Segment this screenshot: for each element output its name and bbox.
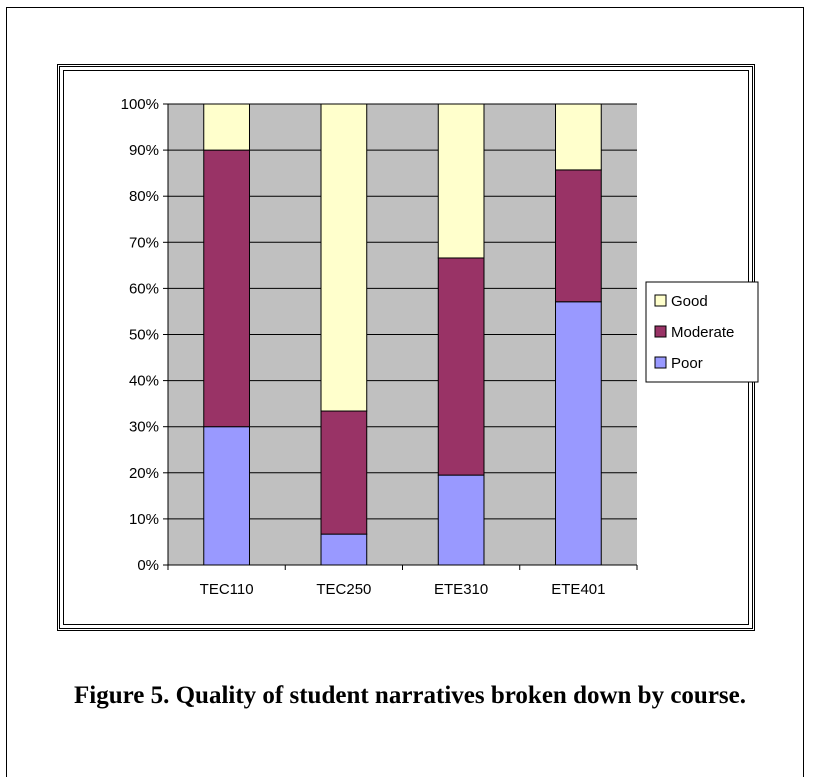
y-tick-label: 0% bbox=[137, 557, 159, 574]
bar-segment-moderate bbox=[437, 257, 485, 476]
figure-caption: Figure 5. Quality of student narratives … bbox=[73, 682, 747, 709]
y-tick-label: 20% bbox=[129, 465, 159, 482]
figure-border bbox=[6, 7, 804, 777]
y-tick-label: 10% bbox=[129, 511, 159, 528]
bar-segment-good bbox=[437, 103, 485, 259]
y-tick-label: 90% bbox=[129, 142, 159, 159]
y-tick-label: 40% bbox=[129, 373, 159, 390]
bar-segment-poor bbox=[320, 533, 368, 566]
y-axis: 0% 10% 20% 30% 40% 50% 60% 70% 80% 90% 100% bbox=[121, 96, 169, 574]
bar-segment-moderate bbox=[203, 149, 250, 428]
bar-segment-good bbox=[555, 103, 602, 171]
legend-label-good: Good bbox=[671, 293, 708, 310]
legend-swatch-poor bbox=[654, 356, 667, 369]
x-axis: TEC110 TEC250 ETE310 ETE401 bbox=[167, 564, 638, 598]
legend-swatch-good bbox=[654, 294, 667, 307]
x-tick-label: ETE310 bbox=[434, 581, 488, 598]
bars bbox=[203, 103, 602, 566]
y-tick-label: 70% bbox=[129, 234, 159, 251]
x-tick-label: ETE401 bbox=[551, 581, 605, 598]
y-tick-label: 30% bbox=[129, 419, 159, 436]
y-tick-label: 100% bbox=[121, 96, 159, 113]
x-tick-label: TEC250 bbox=[316, 581, 371, 598]
bar-segment-moderate bbox=[320, 410, 368, 535]
x-tick-label: TEC110 bbox=[200, 581, 254, 598]
bar-segment-poor bbox=[203, 426, 250, 566]
y-tick-label: 60% bbox=[129, 280, 159, 297]
y-tick-label: 50% bbox=[129, 327, 159, 344]
legend-swatch-moderate bbox=[654, 325, 667, 338]
bar-segment-poor bbox=[555, 301, 602, 566]
stacked-bar-chart: 0% 10% 20% 30% 40% 50% 60% 70% 80% 90% 100% TEC110… bbox=[121, 96, 759, 598]
y-tick-label: 80% bbox=[129, 188, 159, 205]
bar-segment-moderate bbox=[555, 169, 602, 303]
legend-label-poor: Poor bbox=[671, 355, 703, 372]
legend-label-moderate: Moderate bbox=[671, 324, 734, 341]
bar-segment-poor bbox=[437, 474, 485, 566]
bar-segment-good bbox=[320, 103, 368, 412]
legend: Good Moderate Poor bbox=[645, 281, 759, 383]
bar-segment-good bbox=[203, 103, 250, 151]
